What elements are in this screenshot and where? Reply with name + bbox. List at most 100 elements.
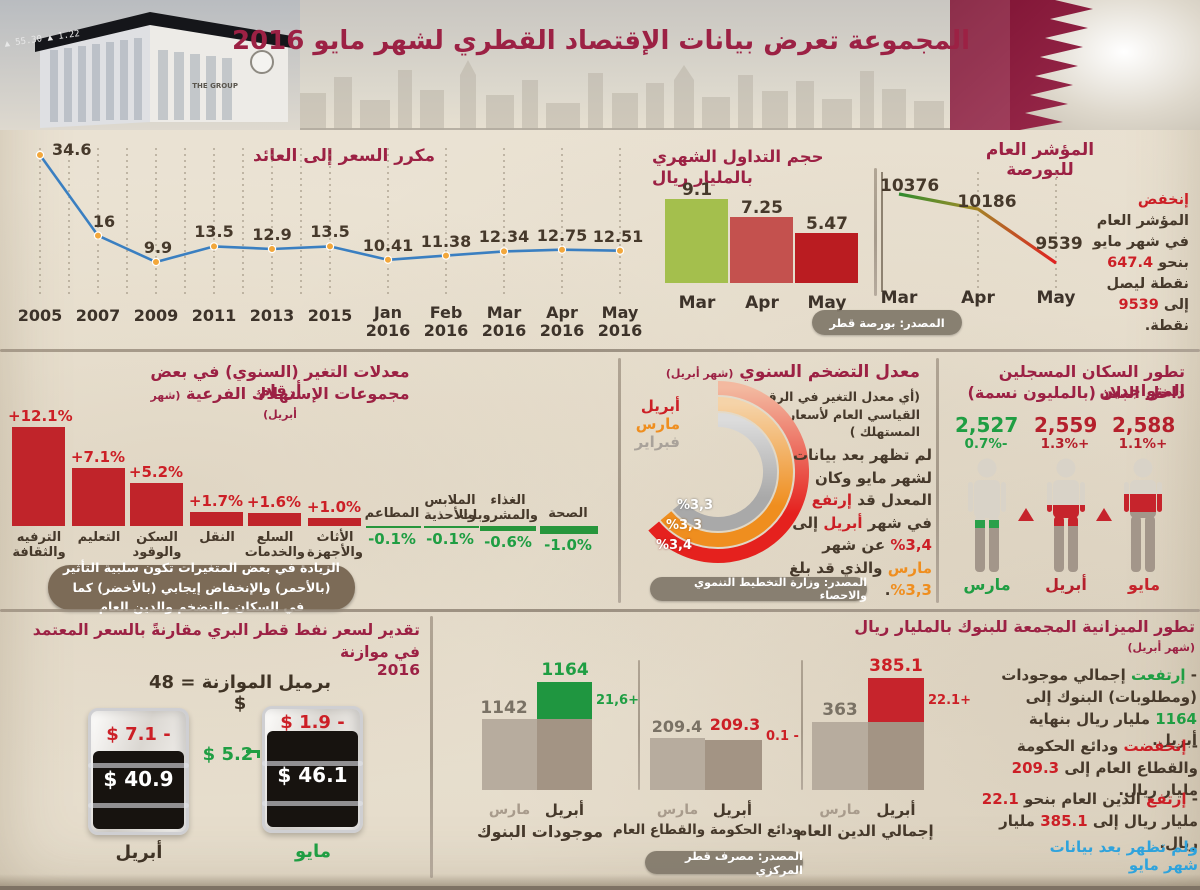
consumption-bar-negative bbox=[540, 526, 598, 534]
population-change-april: 1.3%+ bbox=[1040, 436, 1090, 452]
consumption-category: المطاعم bbox=[364, 506, 420, 521]
index-x-label: Apr bbox=[961, 288, 995, 308]
volume-bar-apr bbox=[730, 217, 793, 283]
population-label-may: مايو bbox=[1128, 575, 1160, 594]
consumption-category: الملابس والأحذية bbox=[424, 493, 476, 523]
consumption-bar bbox=[308, 518, 361, 526]
oil-budget-label: برميل الموازنة = 48 $ bbox=[149, 672, 331, 714]
pe-value: 12.75 bbox=[536, 226, 588, 245]
consumption-value: +1.0% bbox=[306, 498, 362, 516]
oil-diff-april: $ 7.1 - bbox=[106, 724, 171, 745]
pe-x-label: Jan 2016 bbox=[365, 303, 411, 341]
divider-row2-b bbox=[936, 358, 939, 603]
index-value: 10376 bbox=[880, 176, 940, 196]
consumption-value: -0.6% bbox=[484, 533, 532, 551]
population-value-april: 2,559 bbox=[1034, 413, 1098, 437]
consumption-value: +12.1% bbox=[8, 407, 73, 425]
oil-title-line2: في موازنة 2016 bbox=[340, 643, 420, 679]
index-value: 9539 bbox=[1035, 234, 1083, 254]
inflation-title: معدل التضخم السنوي (شهر أبريل) bbox=[660, 362, 920, 382]
banks-month-label: أبريل bbox=[876, 801, 916, 819]
consumption-bar bbox=[72, 468, 125, 526]
banks-bar-debt-mar bbox=[812, 722, 868, 790]
index-chart-title: المؤشر العام للبورصة bbox=[985, 140, 1095, 180]
pe-line-plot bbox=[35, 148, 625, 298]
divider-banks-a bbox=[638, 660, 640, 790]
building-logo-text: THE GROUP bbox=[192, 82, 238, 90]
index-line-plot bbox=[881, 172, 1057, 292]
pe-value: 13.5 bbox=[194, 222, 234, 241]
source-central-bank: المصدر: مصرف قطر المركزي bbox=[645, 849, 803, 877]
pe-value: 12.9 bbox=[252, 225, 292, 244]
oil-title-line1: تقدير لسعر نفط قطر البري مقارنةً بالسعر … bbox=[32, 621, 420, 639]
banks-value-assets-mar: 1142 bbox=[480, 698, 528, 718]
consumption-title-text: مجموعات الإستهلاك الفرعية bbox=[186, 384, 410, 403]
inflation-value-march: %3,3 bbox=[665, 518, 703, 533]
oil-price-april: $ 40.9 bbox=[103, 767, 174, 791]
source-exchange: المصدر: بورصة قطر bbox=[812, 310, 962, 335]
consumption-category: الغذاء والمشروبات bbox=[459, 493, 538, 523]
banks-group-name: ودائع الحكومة والقطاع العام bbox=[612, 822, 802, 838]
pe-x-label: 2013 bbox=[249, 306, 295, 325]
pe-value: 13.5 bbox=[310, 222, 350, 241]
consumption-footnote: الزيادة في بعض المتغيرات تكون سلبية التأ… bbox=[48, 560, 355, 614]
barrel-rib bbox=[262, 801, 363, 806]
consumption-value: +1.6% bbox=[246, 493, 302, 511]
oil-gap-value: $ 5.2 bbox=[202, 744, 254, 765]
inflation-value-february: %3,3 bbox=[676, 498, 714, 513]
person-icon-april bbox=[1047, 458, 1085, 572]
volume-bar-may bbox=[795, 233, 858, 283]
city-skyline bbox=[300, 60, 944, 130]
pe-value: 10.41 bbox=[362, 236, 414, 255]
inflation-legend-march: مارس bbox=[635, 415, 680, 433]
volume-x-label: Mar bbox=[678, 293, 716, 313]
consumption-bar bbox=[130, 483, 183, 526]
pe-value: 9.9 bbox=[143, 238, 173, 257]
consumption-bar bbox=[248, 513, 301, 526]
source-planning: المصدر: وزارة التخطيط التنموي والاحصاء bbox=[650, 576, 867, 602]
consumption-bar-negative bbox=[366, 526, 421, 528]
barrel-rib bbox=[262, 761, 363, 766]
oil-label-may: مايو bbox=[295, 841, 331, 862]
divider-top bbox=[0, 349, 1200, 352]
banks-value-debt-apr: 385.1 bbox=[869, 656, 923, 676]
consumption-bar bbox=[12, 427, 65, 526]
inflation-donut bbox=[648, 381, 809, 563]
index-x-label: May bbox=[1036, 288, 1076, 308]
pe-x-label: 2007 bbox=[75, 306, 121, 325]
banks-group-name: موجودات البنوك bbox=[476, 822, 604, 841]
banks-bar-assets-mar bbox=[482, 719, 537, 790]
population-value-may: 2,588 bbox=[1112, 413, 1176, 437]
consumption-category: الأثاث والأجهزة bbox=[307, 530, 363, 560]
banks-month-label: مارس bbox=[819, 802, 861, 818]
inflation-value-april: %3,4 bbox=[655, 538, 693, 553]
banks-change-assets: 21,6+ bbox=[596, 693, 639, 708]
increase-triangle-icon bbox=[1018, 508, 1034, 521]
banks-value-debt-mar: 363 bbox=[822, 700, 858, 720]
group-headquarters-building: 1.22 ▲ 55.30 ▲ THE GROUP bbox=[0, 0, 300, 130]
banks-note-deposits: - إنخفضت ودائع الحكومة والقطاع العام إلى… bbox=[1011, 737, 1198, 799]
inflation-note: لم تظهر بعد بيانات لشهر مايو وكان المعدل… bbox=[789, 446, 932, 599]
pe-value: 34.6 bbox=[52, 140, 92, 159]
population-title-line2: داخل البلاد (بالمليون نسمة) bbox=[967, 383, 1185, 402]
population-change-march: 0.7%- bbox=[964, 436, 1008, 452]
banks-value-deposits-apr: 209.3 bbox=[709, 715, 761, 734]
population-value-march: 2,527 bbox=[955, 413, 1019, 437]
pe-value: 16 bbox=[92, 212, 116, 231]
consumption-title-line1: معدلات التغير (السنوي) في بعض أرقام bbox=[150, 362, 410, 400]
pe-x-label: 2015 bbox=[307, 306, 353, 325]
banks-note-may: ولم تظهر بعد بيانات شهر مايو bbox=[1049, 838, 1198, 874]
consumption-category: التعليم bbox=[77, 530, 121, 545]
inflation-legend-february: فبراير bbox=[634, 433, 680, 451]
index-value: 10186 bbox=[957, 192, 1017, 212]
inflation-subtitle: (أي معدل التغير في الرقم القياسي العام ل… bbox=[758, 389, 920, 439]
pe-x-label: Feb 2016 bbox=[423, 303, 469, 341]
inflation-month-tag: (شهر أبريل) bbox=[665, 367, 734, 380]
banks-month-label: مارس bbox=[488, 802, 531, 818]
oil-label-april: أبريل bbox=[115, 842, 163, 863]
consumption-value: +1.7% bbox=[188, 492, 244, 510]
consumption-value: -0.1% bbox=[368, 530, 416, 548]
volume-value: 9.1 bbox=[681, 180, 713, 200]
consumption-value: -0.1% bbox=[426, 530, 474, 548]
